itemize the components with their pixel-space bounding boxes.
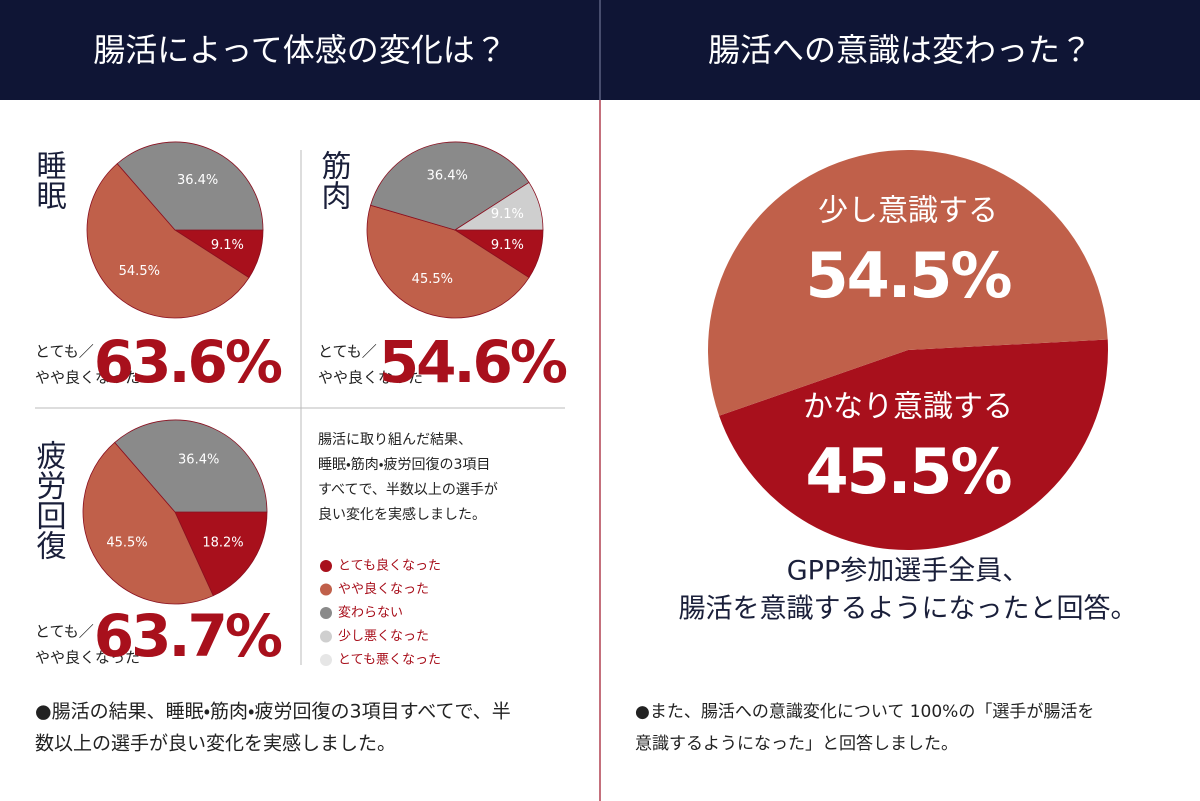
right-header: 腸活への意識は変わった？ [708, 31, 1092, 69]
slice-category: 少し意識する [818, 193, 998, 228]
annotation-value: 54.6% [379, 328, 567, 396]
slice-value-label: 36.4% [177, 173, 218, 188]
legend-label: やや良くなった [338, 581, 429, 597]
pie-slice [366, 204, 530, 319]
footer-line: 意識するようになった」と回答しました。 [635, 733, 958, 754]
pie-slice [114, 419, 268, 513]
footer-line: 数以上の選手が良い変化を実感しました。 [35, 733, 396, 755]
legend-label: 少し悪くなった [338, 629, 429, 644]
note-line: 腸活に取り組んだ結果、 [318, 432, 472, 448]
footer-line: ●また、腸活への意識変化について 100%の「選手が腸活を [635, 702, 1094, 722]
legend-label: 変わらない [338, 605, 403, 621]
pie-slice [719, 339, 1109, 550]
pie-slice [82, 441, 214, 605]
legend-swatch [320, 607, 332, 619]
chart-title: 睡眠 [31, 150, 66, 210]
slice-value-label: 54.5% [805, 239, 1011, 312]
pie-slice [86, 163, 250, 319]
slice-value-label: 36.4% [178, 453, 219, 468]
slice-value-label: 45.5% [805, 435, 1011, 508]
chart-title: 筋肉 [316, 150, 352, 210]
headline-line: GPP参加選手全員、 [787, 556, 1030, 587]
headline-line: 腸活を意識するようになったと回答。 [679, 594, 1138, 625]
chart-title: 疲労回復 [31, 440, 67, 560]
legend-swatch [320, 583, 332, 596]
pie-slice [708, 149, 1108, 416]
annotation-label: やや良くなった [318, 369, 423, 387]
pie-slice [116, 141, 264, 231]
left-header: 腸活によって体感の変化は？ [93, 31, 506, 69]
legend-label: とても良くなった [338, 558, 441, 574]
annotation-label: やや良くなった [35, 369, 140, 387]
pie-slice [453, 181, 544, 231]
annotation-value: 63.6% [94, 328, 282, 396]
slice-value-label: 9.1% [491, 207, 524, 222]
annotation-value: 63.7% [94, 602, 282, 670]
legend-swatch [320, 630, 332, 643]
pie-slice [370, 141, 530, 231]
slice-value-label: 45.5% [412, 272, 453, 287]
slice-value-label: 36.4% [427, 168, 468, 183]
annotation-label: やや良くなった [35, 649, 140, 667]
note-line: 良い変化を実感しました。 [318, 506, 486, 523]
annotation-label: とても／ [35, 343, 94, 361]
slice-value-label: 54.5% [119, 264, 160, 279]
annotation-label: とても／ [35, 623, 94, 641]
legend-swatch [320, 560, 332, 572]
note-line: 睡眠・筋肉・疲労回復の3項目 [318, 456, 490, 473]
slice-category: かなり意識する [803, 390, 1013, 425]
slice-value-label: 45.5% [106, 535, 147, 550]
note-line: すべてで、半数以上の選手が [318, 482, 498, 498]
annotation-label: とても／ [318, 343, 377, 361]
slice-value-label: 9.1% [491, 238, 524, 253]
pie-slice [174, 511, 268, 597]
slice-value-label: 18.2% [202, 535, 243, 550]
footer-line: ●腸活の結果、睡眠・筋肉・疲労回復の3項目すべてで、半 [35, 701, 511, 723]
slice-value-label: 9.1% [211, 238, 244, 253]
legend-label: とても悪くなった [338, 653, 441, 668]
legend-swatch [320, 654, 332, 666]
